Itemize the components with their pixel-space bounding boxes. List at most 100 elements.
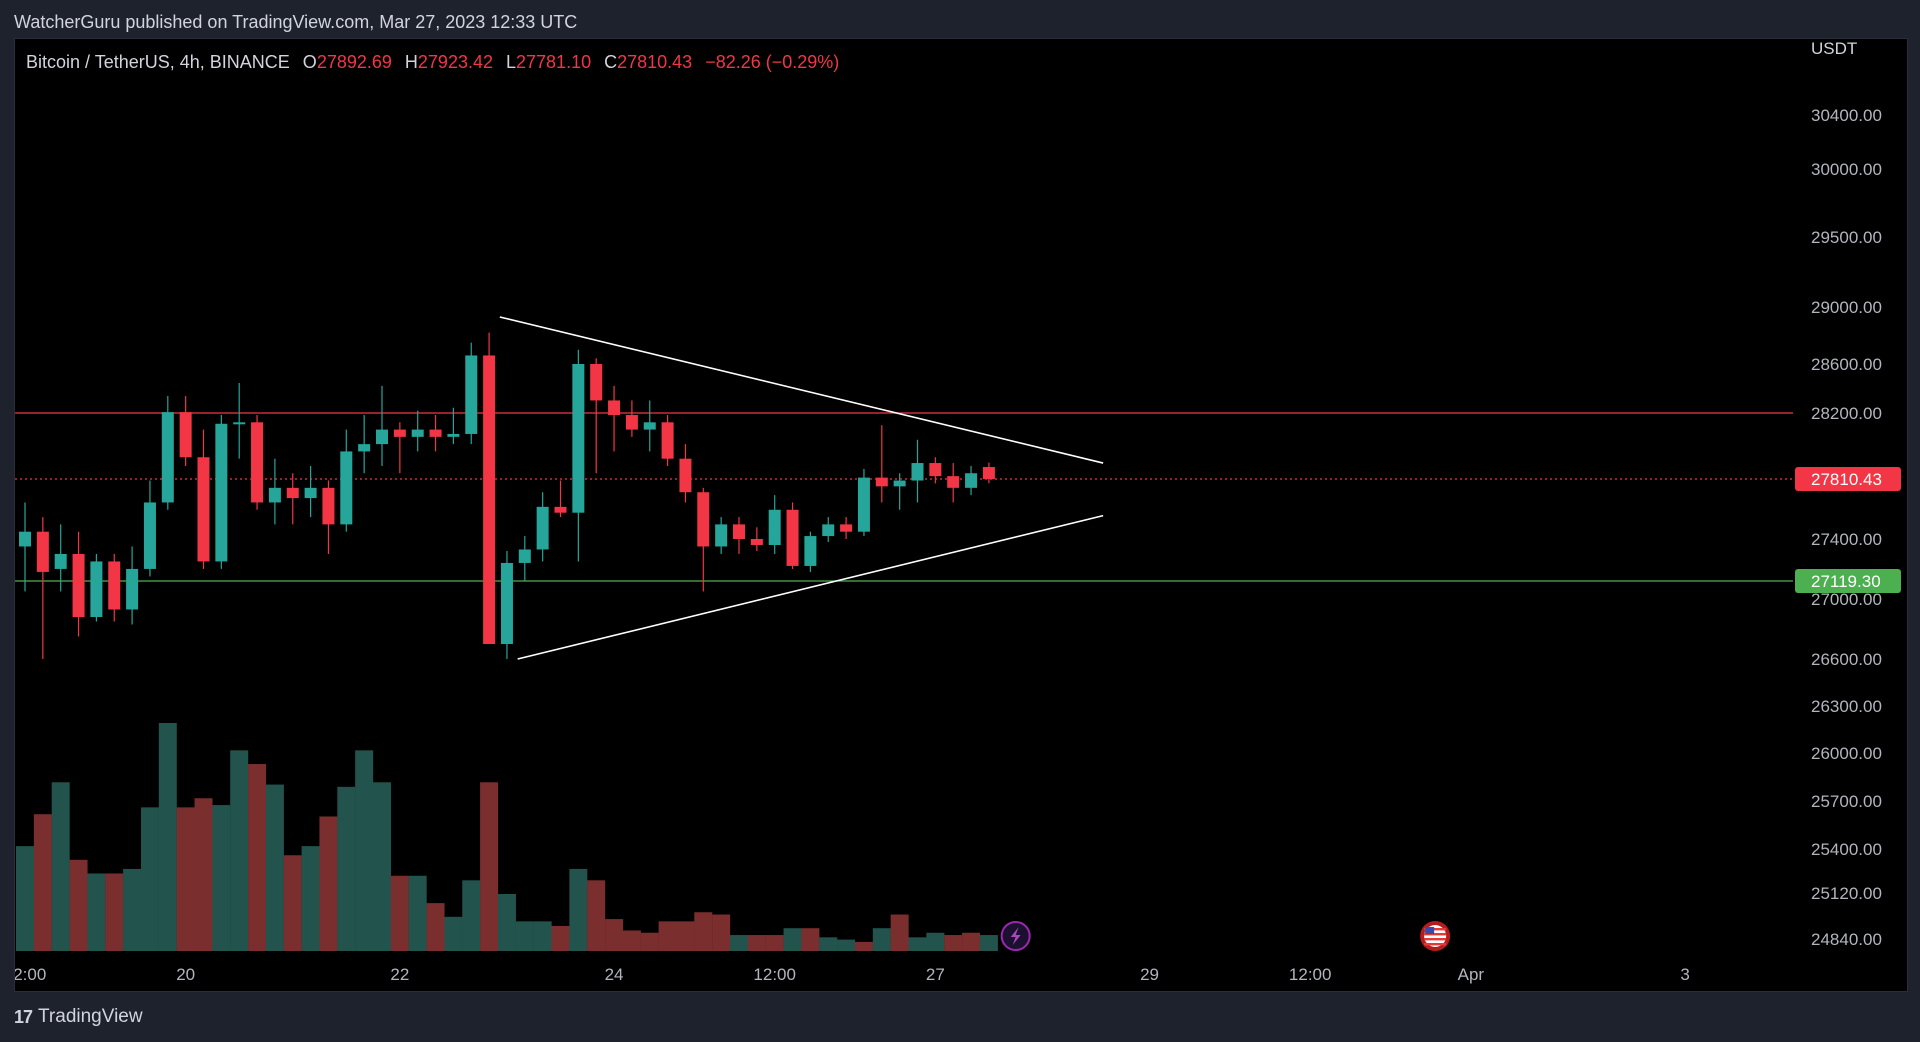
- x-tick-label: 20: [176, 965, 195, 984]
- y-tick-label: 29000.00: [1811, 298, 1882, 317]
- candle-body[interactable]: [643, 422, 656, 430]
- candle-body[interactable]: [126, 568, 139, 610]
- candle-body[interactable]: [893, 480, 906, 487]
- candle-body[interactable]: [197, 457, 210, 562]
- brand-name[interactable]: TradingView: [38, 1006, 143, 1027]
- candle-body[interactable]: [179, 412, 192, 458]
- y-tick-label: 30400.00: [1811, 106, 1882, 125]
- candle-body[interactable]: [393, 429, 406, 437]
- candle-body[interactable]: [608, 400, 621, 416]
- footer: 17 TradingView: [14, 1006, 143, 1028]
- symbol-label[interactable]: Bitcoin / TetherUS, 4h, BINANCE: [26, 52, 290, 72]
- volume-bar: [480, 782, 499, 951]
- chart-area[interactable]: 30400.00 30000.00 29500.00 29000.00 28600.00…: [14, 38, 1908, 992]
- candle-body[interactable]: [286, 487, 299, 499]
- volume-bar: [497, 894, 516, 951]
- candle-body[interactable]: [54, 553, 67, 569]
- last-price-price-label: 27810.43: [1811, 470, 1882, 489]
- candle-body[interactable]: [982, 467, 995, 479]
- candle-body[interactable]: [72, 553, 85, 617]
- candle-body[interactable]: [36, 531, 49, 572]
- candle-body[interactable]: [733, 524, 745, 539]
- candle-body[interactable]: [465, 355, 478, 434]
- volume-bar: [747, 935, 766, 951]
- candle-body[interactable]: [90, 561, 103, 617]
- price-chart[interactable]: 30400.00 30000.00 29500.00 29000.00 28600.00…: [15, 39, 1907, 991]
- candle-body[interactable]: [500, 562, 513, 644]
- candle-body[interactable]: [108, 561, 121, 610]
- volume-bar: [462, 880, 481, 951]
- volume-bar: [944, 935, 963, 951]
- candle-body[interactable]: [358, 444, 371, 452]
- candle-body[interactable]: [233, 422, 246, 425]
- volume-bar: [908, 937, 927, 951]
- close-label: C: [604, 52, 618, 72]
- volume-bar: [872, 928, 891, 951]
- volume-bar: [694, 912, 713, 951]
- volume-bar: [176, 807, 195, 951]
- volume-bar: [158, 723, 177, 951]
- candle-body[interactable]: [143, 502, 156, 569]
- y-tick-label: 27000.00: [1811, 590, 1882, 609]
- currency-label[interactable]: USDT: [1811, 39, 1857, 58]
- candle-body[interactable]: [447, 433, 460, 437]
- candle-body[interactable]: [715, 524, 728, 547]
- volume-bar: [801, 928, 820, 951]
- candle-body[interactable]: [965, 473, 978, 488]
- tradingview-logo-icon[interactable]: 17: [14, 1006, 33, 1027]
- candle-body[interactable]: [518, 549, 531, 563]
- volume-bar: [212, 805, 231, 951]
- high-label: H: [404, 52, 418, 72]
- candle-body[interactable]: [804, 536, 817, 566]
- x-tick-label: 12:00: [1289, 965, 1332, 984]
- volume-bar: [248, 764, 267, 951]
- candle-body[interactable]: [786, 509, 799, 566]
- candle-body[interactable]: [411, 429, 424, 437]
- candle-body[interactable]: [322, 487, 335, 525]
- candle-body[interactable]: [19, 531, 31, 547]
- candle-body[interactable]: [572, 364, 585, 513]
- flag-stripe-shape: [1424, 938, 1447, 941]
- candle-body[interactable]: [947, 476, 960, 488]
- candle-body[interactable]: [215, 423, 228, 562]
- candle-body[interactable]: [750, 539, 763, 545]
- volume-bar: [640, 932, 659, 951]
- x-tick-label: Apr: [1458, 965, 1485, 984]
- candle-body[interactable]: [661, 422, 674, 459]
- volume-bar: [765, 935, 784, 951]
- x-tick-label: 29: [1140, 965, 1159, 984]
- candle-body[interactable]: [536, 506, 549, 550]
- flag-canton-shape: [1425, 927, 1435, 934]
- candle-body[interactable]: [268, 487, 281, 503]
- candle-body[interactable]: [340, 451, 353, 525]
- volume-bar: [444, 916, 463, 951]
- candle-body[interactable]: [251, 422, 264, 503]
- candle-body[interactable]: [822, 524, 835, 537]
- candle-body[interactable]: [304, 487, 317, 499]
- volume-bar: [408, 875, 427, 951]
- volume-bar: [676, 921, 695, 951]
- upper-trendline[interactable]: [499, 316, 1104, 464]
- volume-bar: [123, 868, 142, 951]
- candle-body[interactable]: [625, 415, 638, 430]
- candle-body[interactable]: [483, 355, 496, 644]
- candle-body[interactable]: [911, 463, 924, 481]
- volume-bar: [355, 750, 374, 951]
- candle-body[interactable]: [161, 412, 174, 503]
- lower-trendline[interactable]: [517, 514, 1104, 660]
- candle-body[interactable]: [376, 429, 388, 445]
- volume-bar: [962, 932, 981, 951]
- candle-body[interactable]: [929, 463, 942, 477]
- change-value: −82.26 (−0.29%): [705, 52, 840, 72]
- candle-body[interactable]: [679, 458, 692, 493]
- candle-body[interactable]: [857, 477, 870, 532]
- candle-body[interactable]: [429, 429, 442, 437]
- candle-body[interactable]: [554, 506, 567, 513]
- candle-body[interactable]: [697, 492, 710, 547]
- candle-body[interactable]: [840, 524, 853, 532]
- candle-body[interactable]: [875, 477, 888, 487]
- y-tick-label: 25120.00: [1811, 884, 1882, 903]
- candle-body[interactable]: [590, 364, 603, 401]
- volume-bar: [783, 928, 802, 951]
- candle-body[interactable]: [768, 509, 781, 545]
